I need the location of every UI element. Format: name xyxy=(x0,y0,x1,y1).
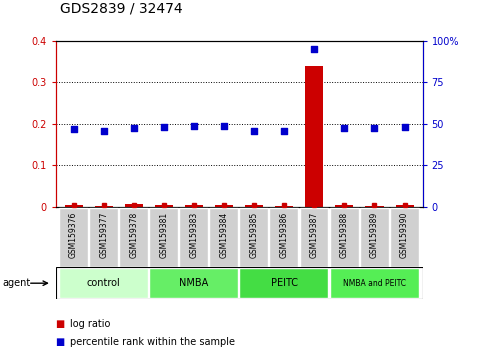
Bar xyxy=(275,206,293,207)
Text: GSM159384: GSM159384 xyxy=(220,212,228,258)
Text: GSM159388: GSM159388 xyxy=(340,212,349,258)
Point xyxy=(250,128,258,133)
FancyBboxPatch shape xyxy=(240,208,268,267)
FancyBboxPatch shape xyxy=(270,208,298,267)
Text: log ratio: log ratio xyxy=(70,319,111,329)
FancyBboxPatch shape xyxy=(330,208,358,267)
Bar xyxy=(215,205,233,207)
Point xyxy=(130,125,138,131)
Bar xyxy=(185,205,203,207)
Text: GSM159389: GSM159389 xyxy=(370,212,379,258)
Bar xyxy=(366,206,384,207)
Text: NMBA and PEITC: NMBA and PEITC xyxy=(343,279,406,288)
FancyBboxPatch shape xyxy=(179,208,208,267)
Bar xyxy=(305,67,323,207)
Text: ■: ■ xyxy=(56,337,65,347)
Point xyxy=(370,125,378,131)
Text: GSM159387: GSM159387 xyxy=(310,212,319,258)
FancyBboxPatch shape xyxy=(149,208,178,267)
Point xyxy=(70,126,77,132)
Bar xyxy=(95,206,113,207)
Point xyxy=(160,124,168,130)
Bar xyxy=(396,205,413,207)
Bar xyxy=(335,205,354,207)
Text: GSM159390: GSM159390 xyxy=(400,212,409,258)
FancyBboxPatch shape xyxy=(89,208,118,267)
FancyBboxPatch shape xyxy=(330,268,419,298)
Text: GSM159383: GSM159383 xyxy=(189,212,199,258)
Text: NMBA: NMBA xyxy=(179,278,209,288)
FancyBboxPatch shape xyxy=(119,208,148,267)
Point xyxy=(401,124,409,130)
Point xyxy=(280,128,288,133)
Point xyxy=(190,124,198,129)
Bar xyxy=(65,205,83,207)
Text: GSM159381: GSM159381 xyxy=(159,212,169,258)
Text: ■: ■ xyxy=(56,319,65,329)
Point xyxy=(341,125,348,131)
Text: agent: agent xyxy=(2,278,30,288)
Text: GSM159386: GSM159386 xyxy=(280,212,289,258)
Text: GSM159385: GSM159385 xyxy=(250,212,258,258)
Point xyxy=(311,46,318,52)
Text: percentile rank within the sample: percentile rank within the sample xyxy=(70,337,235,347)
Point xyxy=(100,128,108,133)
Point xyxy=(220,124,228,129)
FancyBboxPatch shape xyxy=(240,268,328,298)
Text: GDS2839 / 32474: GDS2839 / 32474 xyxy=(60,2,183,16)
FancyBboxPatch shape xyxy=(209,208,238,267)
Text: GSM159376: GSM159376 xyxy=(69,212,78,258)
FancyBboxPatch shape xyxy=(59,268,148,298)
FancyBboxPatch shape xyxy=(59,208,88,267)
Bar xyxy=(125,204,143,207)
FancyBboxPatch shape xyxy=(390,208,419,267)
Text: PEITC: PEITC xyxy=(270,278,298,288)
Bar xyxy=(155,205,173,207)
FancyBboxPatch shape xyxy=(360,208,389,267)
Text: GSM159378: GSM159378 xyxy=(129,212,138,258)
FancyBboxPatch shape xyxy=(149,268,238,298)
Text: control: control xyxy=(87,278,121,288)
Text: GSM159377: GSM159377 xyxy=(99,212,108,258)
FancyBboxPatch shape xyxy=(299,208,328,267)
Bar xyxy=(245,205,263,207)
